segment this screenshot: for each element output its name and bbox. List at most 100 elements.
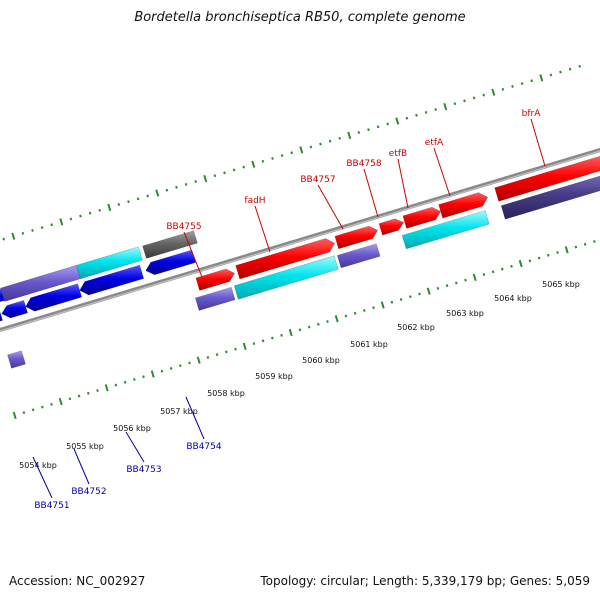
- scale-label: 5055 kbp: [66, 442, 104, 451]
- inner-tick-ring: [2, 64, 581, 241]
- outer-tick: [41, 405, 44, 409]
- outer-tick: [593, 240, 596, 243]
- gene-label-forward: etfA: [425, 138, 444, 148]
- outer-tick: [372, 306, 375, 310]
- outer-tick: [409, 295, 412, 299]
- scale-label: 5060 kbp: [302, 356, 340, 365]
- gene-label-forward: bfrA: [522, 109, 542, 119]
- outer-tick: [390, 300, 394, 304]
- inner-tick: [155, 189, 160, 197]
- inner-tick: [520, 82, 524, 86]
- scale-label: 5061 kbp: [350, 340, 388, 349]
- slate-feature: [194, 286, 236, 311]
- gene-label-reverse: BB4751: [34, 501, 69, 511]
- inner-tick: [251, 160, 256, 168]
- outer-tick: [426, 287, 431, 295]
- inner-tick: [415, 113, 418, 117]
- scale-labels: 5054 kbp 5055 kbp 5056 kbp 5057 kbp 5058 kbp…: [19, 280, 580, 470]
- outer-tick: [556, 251, 559, 254]
- outer-tick: [501, 267, 504, 271]
- inner-tick: [107, 203, 112, 212]
- gene-label-forward: BB4757: [300, 175, 335, 185]
- leader-line-reverse: [125, 431, 145, 463]
- inner-tick: [434, 108, 437, 111]
- gene-labels: BB4755 fadH BB4757 BB4758 etfB etfA bfrA BB4751…: [34, 109, 541, 511]
- outer-tick: [317, 322, 320, 326]
- gene-label-forward: BB4758: [346, 159, 382, 169]
- red-feature: [494, 155, 600, 202]
- leader-line-forward: [317, 184, 344, 230]
- outer-tick: [436, 286, 440, 290]
- outer-tick-ring: [12, 240, 596, 420]
- inner-tick: [463, 99, 466, 103]
- outer-tick: [564, 246, 569, 254]
- outer-tick: [104, 384, 109, 392]
- scale-label: 5057 kbp: [160, 407, 198, 416]
- inner-tick: [511, 85, 514, 88]
- scale-label: 5064 kbp: [494, 294, 532, 303]
- backbone-highlight: [0, 150, 600, 332]
- inner-tick: [2, 237, 5, 241]
- scale-label: 5058 kbp: [207, 389, 245, 398]
- outer-tick: [114, 383, 118, 387]
- outer-tick: [510, 264, 513, 268]
- inner-tick: [31, 229, 34, 232]
- inner-tick: [184, 182, 188, 186]
- inner-tick: [59, 218, 64, 226]
- outer-tick: [169, 367, 173, 370]
- outer-tick: [77, 394, 81, 398]
- dark-slate-feature: [500, 175, 600, 220]
- inner-tick: [453, 102, 457, 106]
- red-feature: [235, 238, 336, 280]
- gene-label-forward: BB4755: [166, 222, 201, 232]
- outer-tick: [418, 292, 421, 296]
- gene-label-forward: fadH: [244, 196, 265, 206]
- leader-line-reverse: [32, 456, 53, 499]
- inner-tick: [69, 217, 73, 221]
- outer-tick: [307, 325, 311, 329]
- cyan-feature: [233, 255, 339, 300]
- inner-tick: [203, 174, 208, 183]
- inner-tick: [338, 136, 341, 140]
- gene-label-reverse: BB4753: [126, 465, 161, 475]
- inner-tick: [549, 73, 553, 77]
- scale-label: 5054 kbp: [19, 461, 57, 470]
- inner-tick: [127, 200, 130, 204]
- cyan-feature: [76, 246, 143, 280]
- gray-feature: [142, 230, 198, 259]
- blue-feature: [79, 264, 145, 296]
- outer-tick: [518, 259, 523, 268]
- outer-tick: [58, 397, 63, 406]
- backbone-strand: [0, 147, 600, 333]
- leader-line-forward: [183, 231, 203, 278]
- outer-tick: [583, 242, 587, 246]
- outer-tick: [455, 281, 458, 285]
- inner-tick: [491, 88, 496, 96]
- outer-tick: [206, 355, 210, 359]
- inner-tick: [347, 131, 352, 140]
- leader-line-reverse: [185, 396, 205, 440]
- outer-tick: [363, 309, 366, 312]
- cyan-feature: [401, 210, 490, 250]
- outer-tick: [50, 402, 53, 406]
- inner-tick: [395, 117, 400, 125]
- inner-tick: [405, 116, 409, 120]
- inner-tick: [88, 211, 92, 215]
- topology-summary: Topology: circular; Length: 5,339,179 bp…: [260, 574, 590, 588]
- gene-label-reverse: BB4754: [186, 442, 222, 452]
- outer-tick: [574, 245, 578, 249]
- outer-tick: [179, 364, 182, 368]
- inner-tick: [328, 139, 332, 143]
- outer-tick: [96, 389, 99, 392]
- outer-tick: [298, 328, 302, 332]
- map-title: Bordetella bronchiseptica RB50, complete…: [134, 10, 466, 25]
- inner-tick: [242, 165, 245, 169]
- outer-tick: [537, 256, 541, 260]
- outer-tick: [196, 356, 201, 364]
- leader-line-forward: [397, 158, 409, 209]
- inner-tick: [501, 87, 505, 91]
- red-feature: [438, 192, 489, 219]
- inner-tick: [443, 102, 448, 111]
- outer-tick: [547, 253, 550, 257]
- outer-tick: [271, 336, 274, 340]
